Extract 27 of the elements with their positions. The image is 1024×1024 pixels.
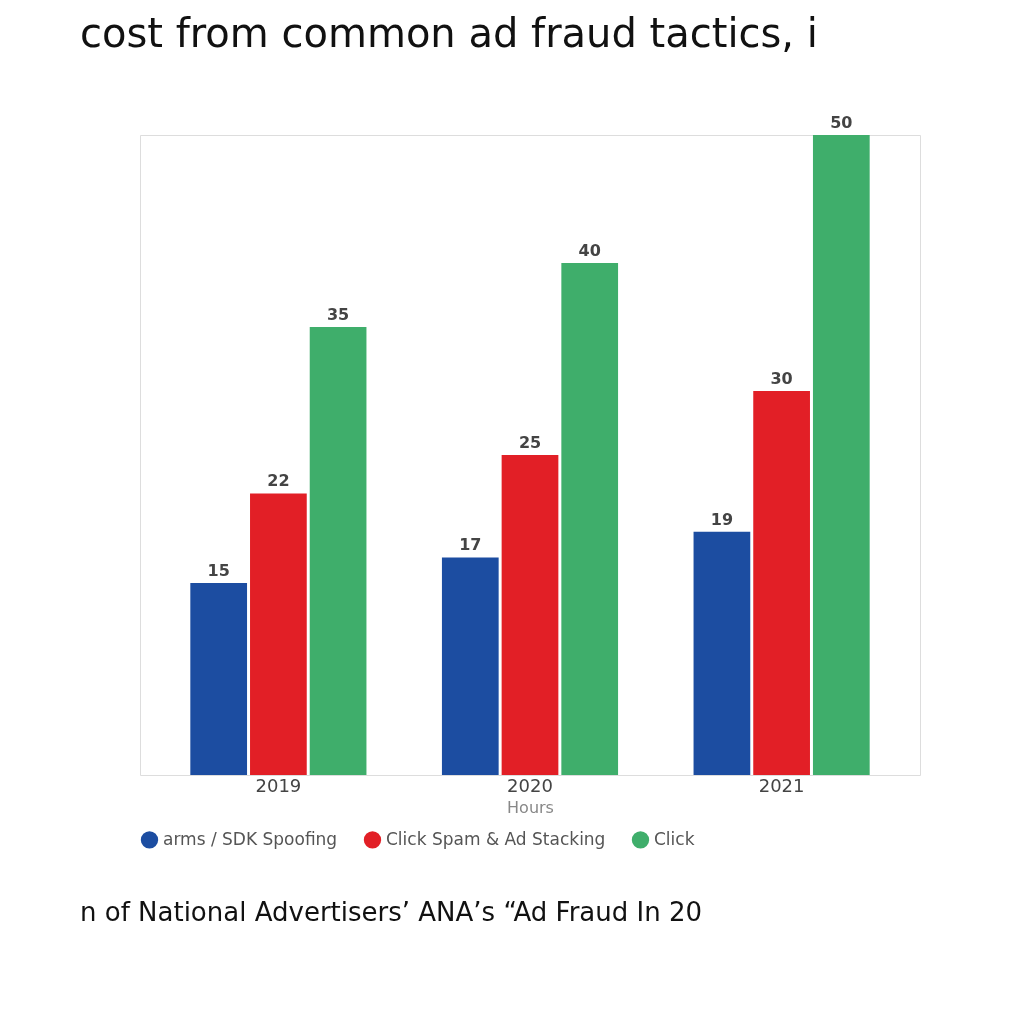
bar bbox=[441, 557, 499, 775]
legend-label: arms / SDK Spoofing bbox=[163, 828, 338, 849]
x-tick-label: 2019 bbox=[255, 774, 302, 796]
x-axis-title: Hours bbox=[507, 797, 554, 817]
data-label: 40 bbox=[578, 241, 601, 260]
legend-label: Click Spam & Ad Stacking bbox=[386, 828, 606, 849]
text: n of National Advertisers’ ANA’s “Ad Fraud In 20 bbox=[80, 897, 703, 927]
x-tick-label: 2021 bbox=[758, 774, 805, 796]
bar bbox=[250, 493, 307, 775]
bar bbox=[812, 135, 870, 775]
chart-title: cost from common ad fraud tactics, i bbox=[80, 10, 818, 56]
data-label: 50 bbox=[830, 113, 853, 132]
data-label: 22 bbox=[267, 471, 290, 491]
bar bbox=[693, 531, 751, 775]
x-tick-label: 2020 bbox=[507, 774, 553, 796]
bar bbox=[501, 455, 559, 775]
bar bbox=[561, 263, 619, 775]
bar bbox=[190, 583, 248, 775]
data-label: 17 bbox=[459, 535, 482, 555]
bar bbox=[753, 391, 810, 775]
data-label: 19 bbox=[710, 509, 734, 529]
legend-label: Click bbox=[654, 828, 695, 849]
data-label: 15 bbox=[207, 561, 230, 580]
bar bbox=[309, 327, 367, 775]
data-label: 30 bbox=[770, 369, 793, 388]
data-label: 35 bbox=[326, 305, 350, 324]
data-label: 25 bbox=[518, 433, 542, 452]
